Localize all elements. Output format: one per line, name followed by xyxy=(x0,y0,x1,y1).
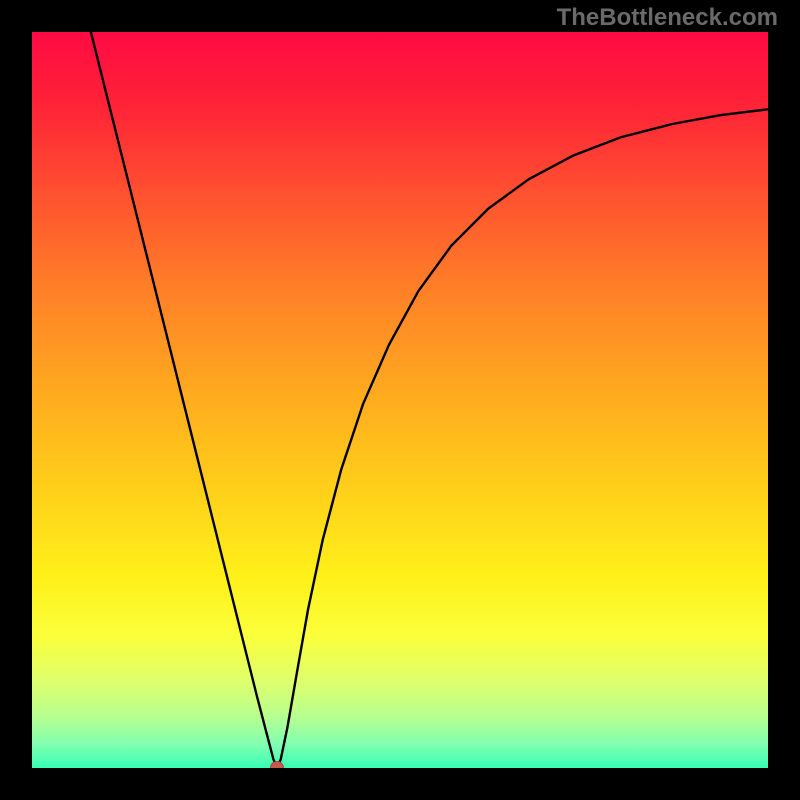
chart-container: TheBottleneck.com xyxy=(0,0,800,800)
gradient-background xyxy=(32,32,768,768)
optimum-marker xyxy=(270,761,284,768)
plot-area xyxy=(32,32,768,768)
watermark-text: TheBottleneck.com xyxy=(557,4,778,32)
